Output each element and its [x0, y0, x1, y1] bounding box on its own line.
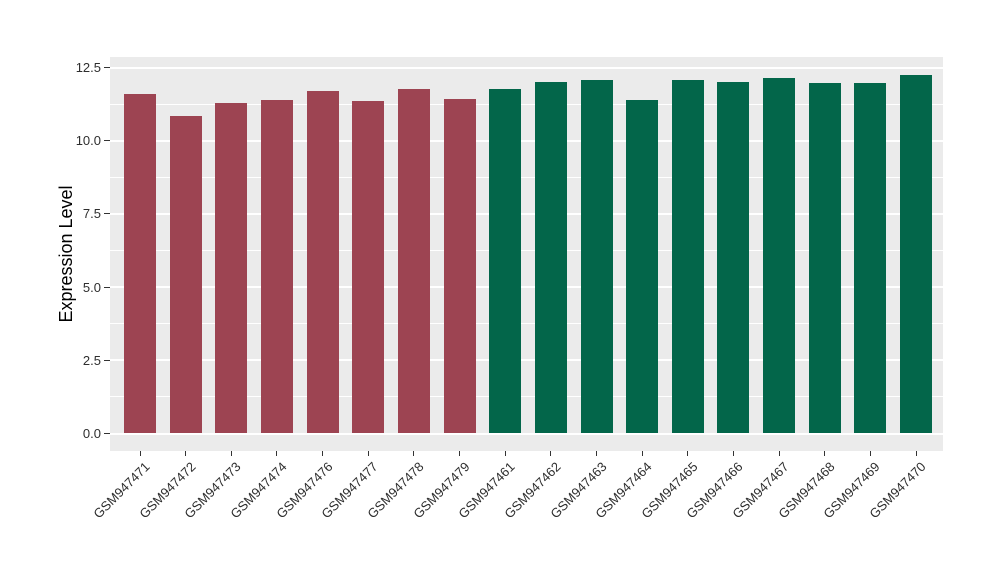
- x-tick: [276, 451, 278, 456]
- bar-GSM947464: [626, 100, 659, 434]
- bar-GSM947466: [717, 82, 750, 434]
- x-tick: [824, 451, 826, 456]
- gridline-major: [110, 286, 943, 289]
- bar-GSM947477: [352, 100, 385, 434]
- y-tick-label: 0.0: [82, 426, 101, 441]
- gridline-major: [110, 139, 943, 142]
- y-tick: [104, 433, 110, 434]
- y-tick: [104, 67, 110, 68]
- bar-GSM947479: [443, 99, 476, 434]
- y-tick: [104, 213, 110, 215]
- gridline-major: [110, 212, 943, 215]
- x-tick: [732, 451, 734, 456]
- x-tick: [504, 451, 506, 456]
- x-tick: [687, 451, 689, 456]
- x-tick: [550, 451, 552, 456]
- x-tick: [596, 451, 597, 456]
- y-tick-label: 10.0: [75, 133, 101, 149]
- bar-GSM947478: [397, 88, 430, 434]
- plot-panel: [110, 57, 943, 451]
- bar-GSM947476: [306, 90, 339, 434]
- x-tick: [185, 451, 187, 456]
- gridline-major: [110, 432, 943, 435]
- bar-GSM947465: [671, 80, 704, 434]
- x-tick: [413, 451, 415, 456]
- bar-GSM947469: [854, 82, 887, 434]
- y-tick-label: 5.0: [82, 279, 101, 295]
- bar-GSM947473: [215, 103, 248, 434]
- y-tick-label: 12.5: [75, 60, 101, 75]
- x-tick: [778, 451, 780, 456]
- gridline-minor: [110, 250, 943, 251]
- bar-GSM947463: [580, 80, 613, 434]
- gridline-minor: [110, 103, 943, 105]
- x-tick: [139, 451, 141, 456]
- bar-GSM947468: [808, 83, 841, 434]
- x-tick: [915, 451, 917, 456]
- bar-GSM947470: [900, 75, 933, 434]
- bar-GSM947461: [489, 89, 522, 434]
- gridline-minor: [110, 176, 943, 178]
- x-tick: [641, 451, 643, 456]
- y-tick: [104, 286, 110, 288]
- y-tick: [104, 359, 110, 361]
- bar-GSM947471: [124, 94, 156, 434]
- bar-GSM947474: [260, 100, 293, 434]
- gridline-minor: [110, 396, 943, 398]
- y-tick-label: 2.5: [82, 352, 101, 368]
- bar-GSM947472: [169, 115, 202, 434]
- gridline-major: [110, 359, 943, 362]
- x-tick: [869, 451, 871, 456]
- gridline-minor: [110, 323, 943, 325]
- x-tick: [367, 451, 369, 456]
- y-tick: [104, 140, 110, 142]
- gridline-major: [110, 66, 943, 69]
- bar-GSM947462: [534, 82, 567, 434]
- x-tick: [230, 451, 232, 456]
- x-tick: [459, 451, 461, 456]
- y-tick-label: 7.5: [82, 206, 101, 222]
- y-axis-title: Expression Level: [56, 185, 76, 323]
- bar-GSM947467: [763, 78, 796, 434]
- x-tick: [322, 451, 324, 456]
